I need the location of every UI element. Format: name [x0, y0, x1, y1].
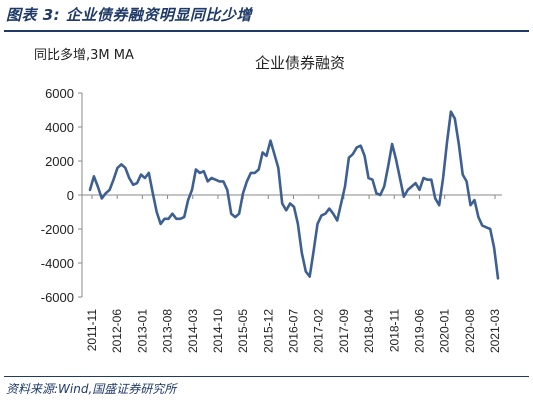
unit-label: 同比多增,3M MA — [34, 48, 134, 63]
y-tick-label: 0 — [67, 188, 74, 203]
x-tick-label: 2021-03 — [488, 309, 502, 353]
x-tick-label: 2015-05 — [236, 309, 250, 353]
x-axis: 2011-11 2012-06 2013-01 2013-08 2014-03 2014-… — [82, 194, 502, 353]
y-tick-label: 6000 — [45, 86, 74, 101]
x-tick-label: 2013-08 — [161, 309, 175, 353]
figure-title: 图表 3: 企业债券融资明显同比少增 — [6, 6, 252, 24]
y-tick-label: 2000 — [45, 154, 74, 169]
x-tick-label: 2020-01 — [438, 309, 452, 353]
x-tick-label: 2011-11 — [85, 309, 99, 352]
y-tick-label: -6000 — [41, 290, 74, 305]
y-tick-label: -2000 — [41, 222, 74, 237]
x-tick-label: 2018-04 — [362, 309, 376, 353]
y-tick-label: 4000 — [45, 120, 74, 135]
x-tick-label: 2017-09 — [337, 309, 351, 353]
x-tick-label: 2018-11 — [387, 309, 401, 352]
x-tick-label: 2014-03 — [186, 309, 200, 353]
source-note: 资料来源:Wind,国盛证券研究所 — [6, 382, 177, 396]
series-line — [88, 110, 500, 280]
x-tick-label: 2014-10 — [211, 309, 225, 353]
x-tick-label: 2012-06 — [110, 309, 124, 353]
x-tick-label: 2017-02 — [312, 309, 326, 353]
x-tick-label: 2020-08 — [463, 309, 477, 353]
x-tick-label: 2015-12 — [261, 309, 275, 353]
plot-area — [88, 110, 500, 280]
top-rule — [4, 30, 529, 32]
x-tick-label: 2016-07 — [287, 309, 301, 353]
bottom-rule — [4, 376, 529, 377]
chart-title: 企业债券融资 — [254, 54, 345, 72]
x-tick-label: 2013-01 — [135, 309, 149, 353]
y-axis: 6000 4000 2000 0 -2000 -4000 -6000 — [41, 86, 83, 305]
y-tick-label: -4000 — [41, 256, 74, 271]
x-tick-label: 2019-06 — [412, 309, 426, 353]
